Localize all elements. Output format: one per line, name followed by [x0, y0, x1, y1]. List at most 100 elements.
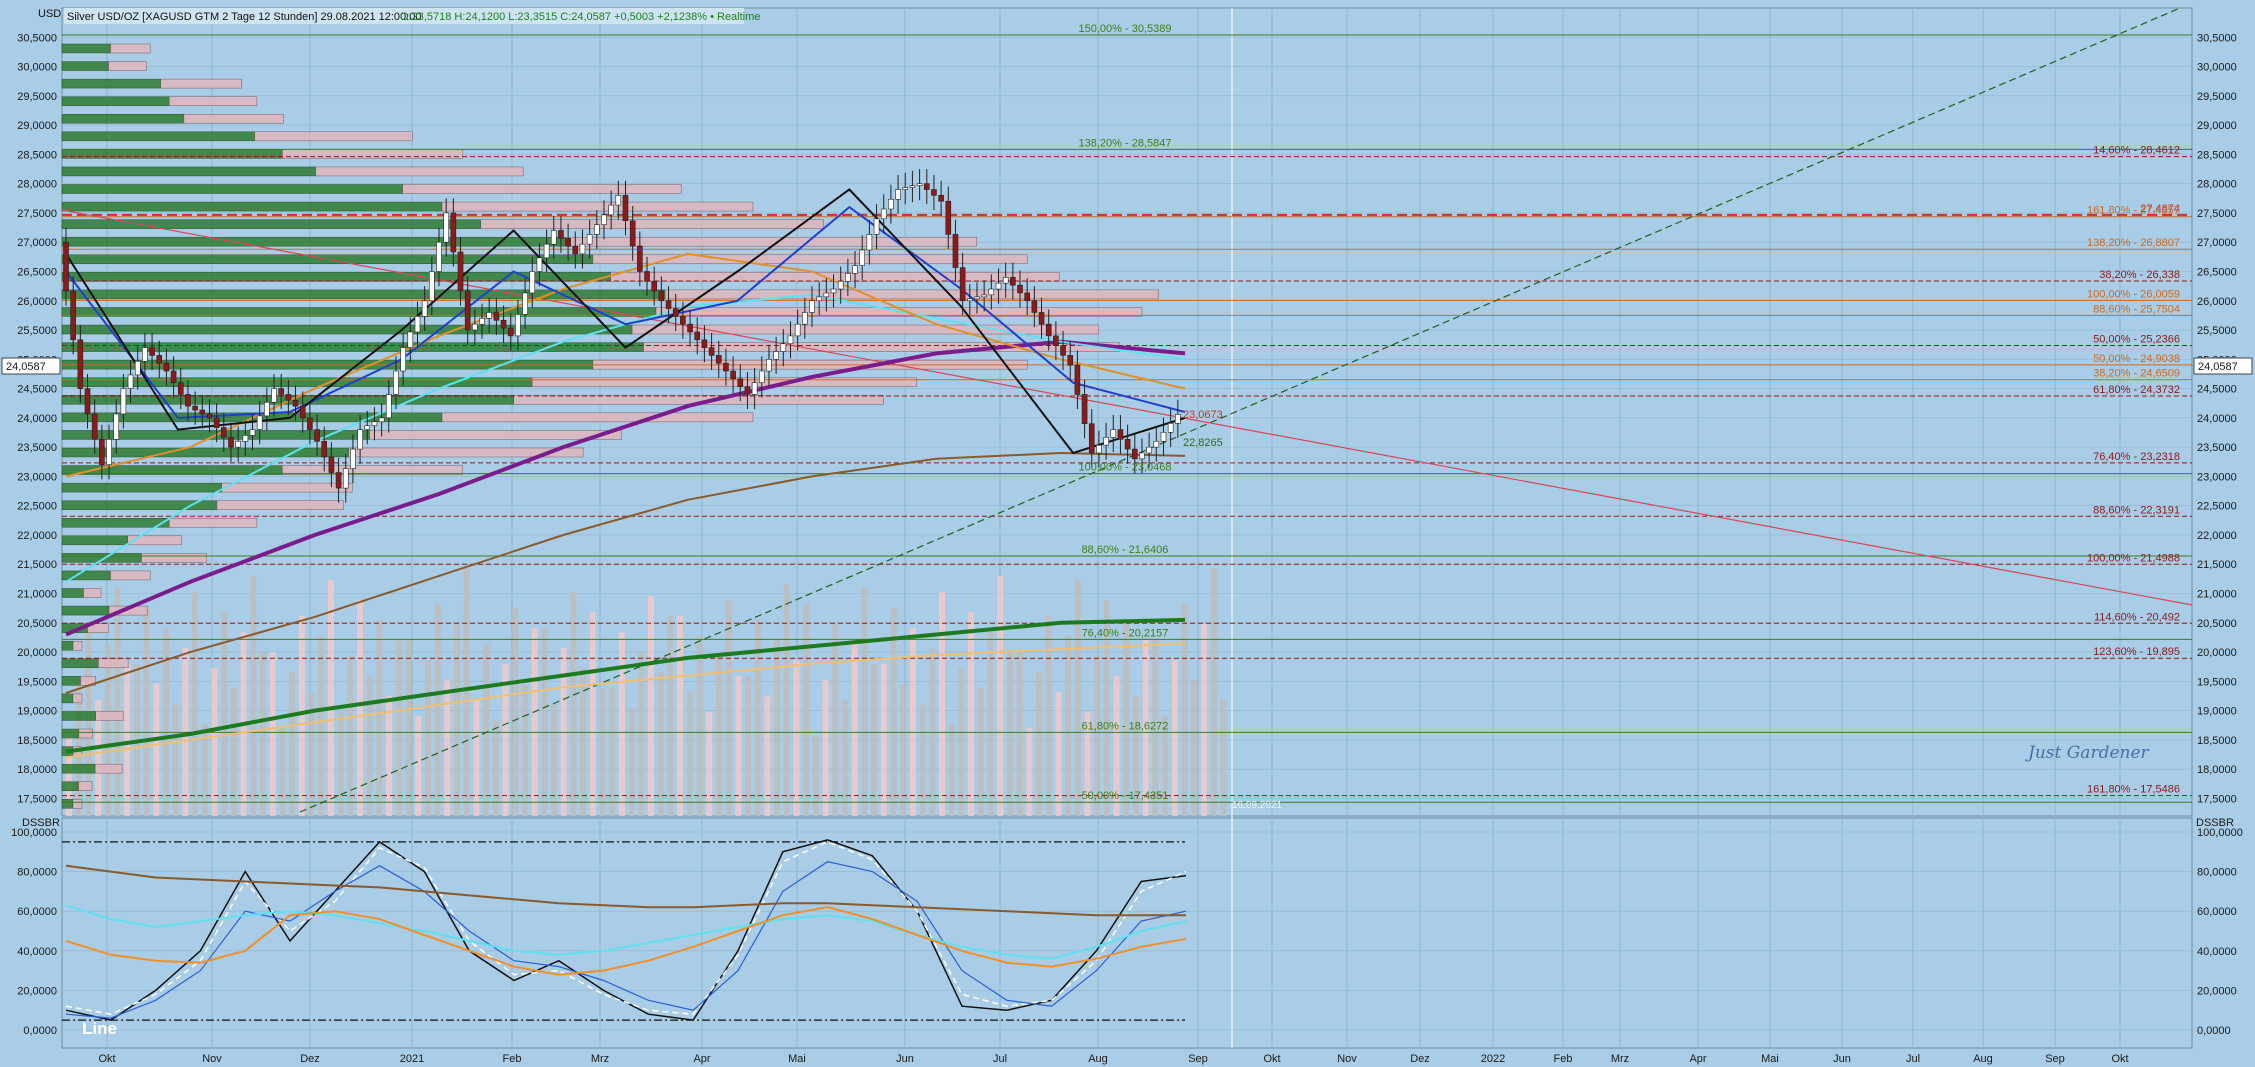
y-tick-left: 20,5000	[17, 618, 57, 630]
candle-body	[1060, 345, 1066, 356]
volume-bar	[745, 676, 751, 816]
volume-bar	[1210, 568, 1217, 816]
indicator-panel	[61, 817, 2193, 1049]
volume-bar	[715, 656, 722, 816]
candle-body	[249, 429, 256, 436]
volume-bar	[1084, 712, 1091, 816]
y-tick-left: 30,0000	[17, 62, 57, 74]
ohlc-readout: O:23,5718 H:24,1200 L:23,3515 C:24,0587 …	[400, 11, 760, 23]
y-tick-right: 27,0000	[2197, 237, 2237, 249]
volume-bar	[1171, 660, 1178, 816]
y-tick-left: 28,5000	[17, 149, 57, 161]
fib-label: 88,60% - 21,6406	[1082, 544, 1169, 556]
ind-tick-left: 20,0000	[17, 985, 57, 997]
profile-bar-pink	[564, 236, 978, 247]
candle-body	[407, 331, 414, 348]
candle-body	[457, 251, 464, 292]
indicator-label-left: DSSBR	[22, 817, 60, 829]
candle-body	[629, 220, 636, 247]
candle-body	[199, 409, 206, 415]
volume-bar	[386, 696, 393, 816]
fib-levels	[62, 34, 2192, 803]
candle-body	[608, 204, 614, 216]
candle-body	[235, 440, 241, 448]
ind-series-line	[65, 904, 1187, 960]
profile-bar-green	[61, 272, 611, 282]
volume-bar	[473, 700, 480, 816]
x-tick-label: Mai	[788, 1053, 806, 1065]
volume-bar	[153, 684, 160, 816]
candle-body	[443, 212, 449, 243]
candle-body	[550, 230, 557, 245]
level-label: 161,80% - 17,5486	[2087, 784, 2180, 796]
profile-bar-pink	[610, 272, 1060, 282]
ind-tick-right: 80,0000	[2197, 867, 2237, 879]
y-tick-right: 18,5000	[2197, 735, 2237, 747]
ma-purple	[65, 339, 1186, 637]
profile-bar-green	[61, 61, 109, 71]
candle-body	[687, 323, 693, 333]
candle-body	[837, 280, 844, 290]
trendline-down	[61, 209, 2193, 606]
candle-body	[880, 208, 887, 220]
candle-body	[615, 195, 622, 206]
volume-bar	[754, 620, 761, 816]
profile-bar-green	[61, 728, 80, 739]
candle-body	[393, 370, 399, 395]
candle-body	[680, 316, 686, 325]
level-label: 76,40% - 23,2318	[2093, 451, 2180, 463]
volume-bar	[163, 628, 169, 816]
candle-body	[170, 370, 177, 384]
y-tick-right: 22,5000	[2197, 501, 2237, 513]
volume-bar	[939, 592, 945, 816]
ind-tick-right: 60,0000	[2197, 906, 2237, 918]
candle-body	[572, 245, 579, 255]
volume-bar	[628, 708, 635, 816]
volume-bar	[599, 688, 606, 816]
volume-bar	[502, 664, 509, 816]
x-tick-label: 2021	[400, 1053, 424, 1065]
volume-bar	[551, 704, 557, 816]
profile-bar-green	[61, 96, 170, 106]
ind-series-line	[65, 906, 1187, 976]
candle-body	[909, 185, 916, 188]
profile-bar-pink	[108, 61, 147, 71]
ma-yellow-long	[65, 642, 1186, 759]
y-tick-right: 26,0000	[2197, 296, 2237, 308]
price-badge-left-text: 24,0587	[6, 361, 46, 373]
profile-bar-green	[61, 605, 110, 616]
candle-body	[500, 319, 507, 329]
y-tick-right: 29,5000	[2197, 91, 2237, 103]
price-badge-right	[2193, 357, 2253, 375]
candle-body	[99, 439, 105, 465]
candle-body	[299, 405, 306, 419]
candle-body	[185, 394, 191, 407]
volume-bar	[405, 640, 412, 816]
profile-bar-pink	[315, 166, 524, 177]
profile-bar-green	[61, 324, 633, 335]
candle-body	[1067, 355, 1074, 366]
volume-bar	[269, 652, 276, 816]
volume-bar	[124, 664, 131, 816]
volume-bar	[570, 592, 577, 816]
ind-tick-right: 100,0000	[2197, 827, 2243, 839]
profile-bar-green	[61, 640, 74, 651]
volume-bar	[434, 604, 441, 816]
profile-bar-pink	[78, 728, 93, 739]
volume-bar	[376, 620, 383, 816]
profile-bar-pink	[480, 219, 824, 229]
y-tick-right: 26,5000	[2197, 266, 2237, 278]
y-tick-right: 28,0000	[2197, 179, 2237, 191]
x-tick-label: Apr	[1689, 1053, 1706, 1065]
y-tick-left: 23,5000	[17, 442, 57, 454]
candle-body	[672, 308, 679, 317]
profile-bar-green	[61, 517, 170, 528]
y-tick-left: 23,0000	[17, 471, 57, 483]
x-tick-label: Jun	[1833, 1053, 1851, 1065]
ma-green-long	[65, 617, 1186, 754]
profile-bar-pink	[78, 781, 93, 791]
volume-bar	[1045, 616, 1052, 816]
volume-bar	[337, 712, 344, 816]
profile-bar-pink	[95, 711, 124, 721]
candle-body	[694, 331, 701, 341]
